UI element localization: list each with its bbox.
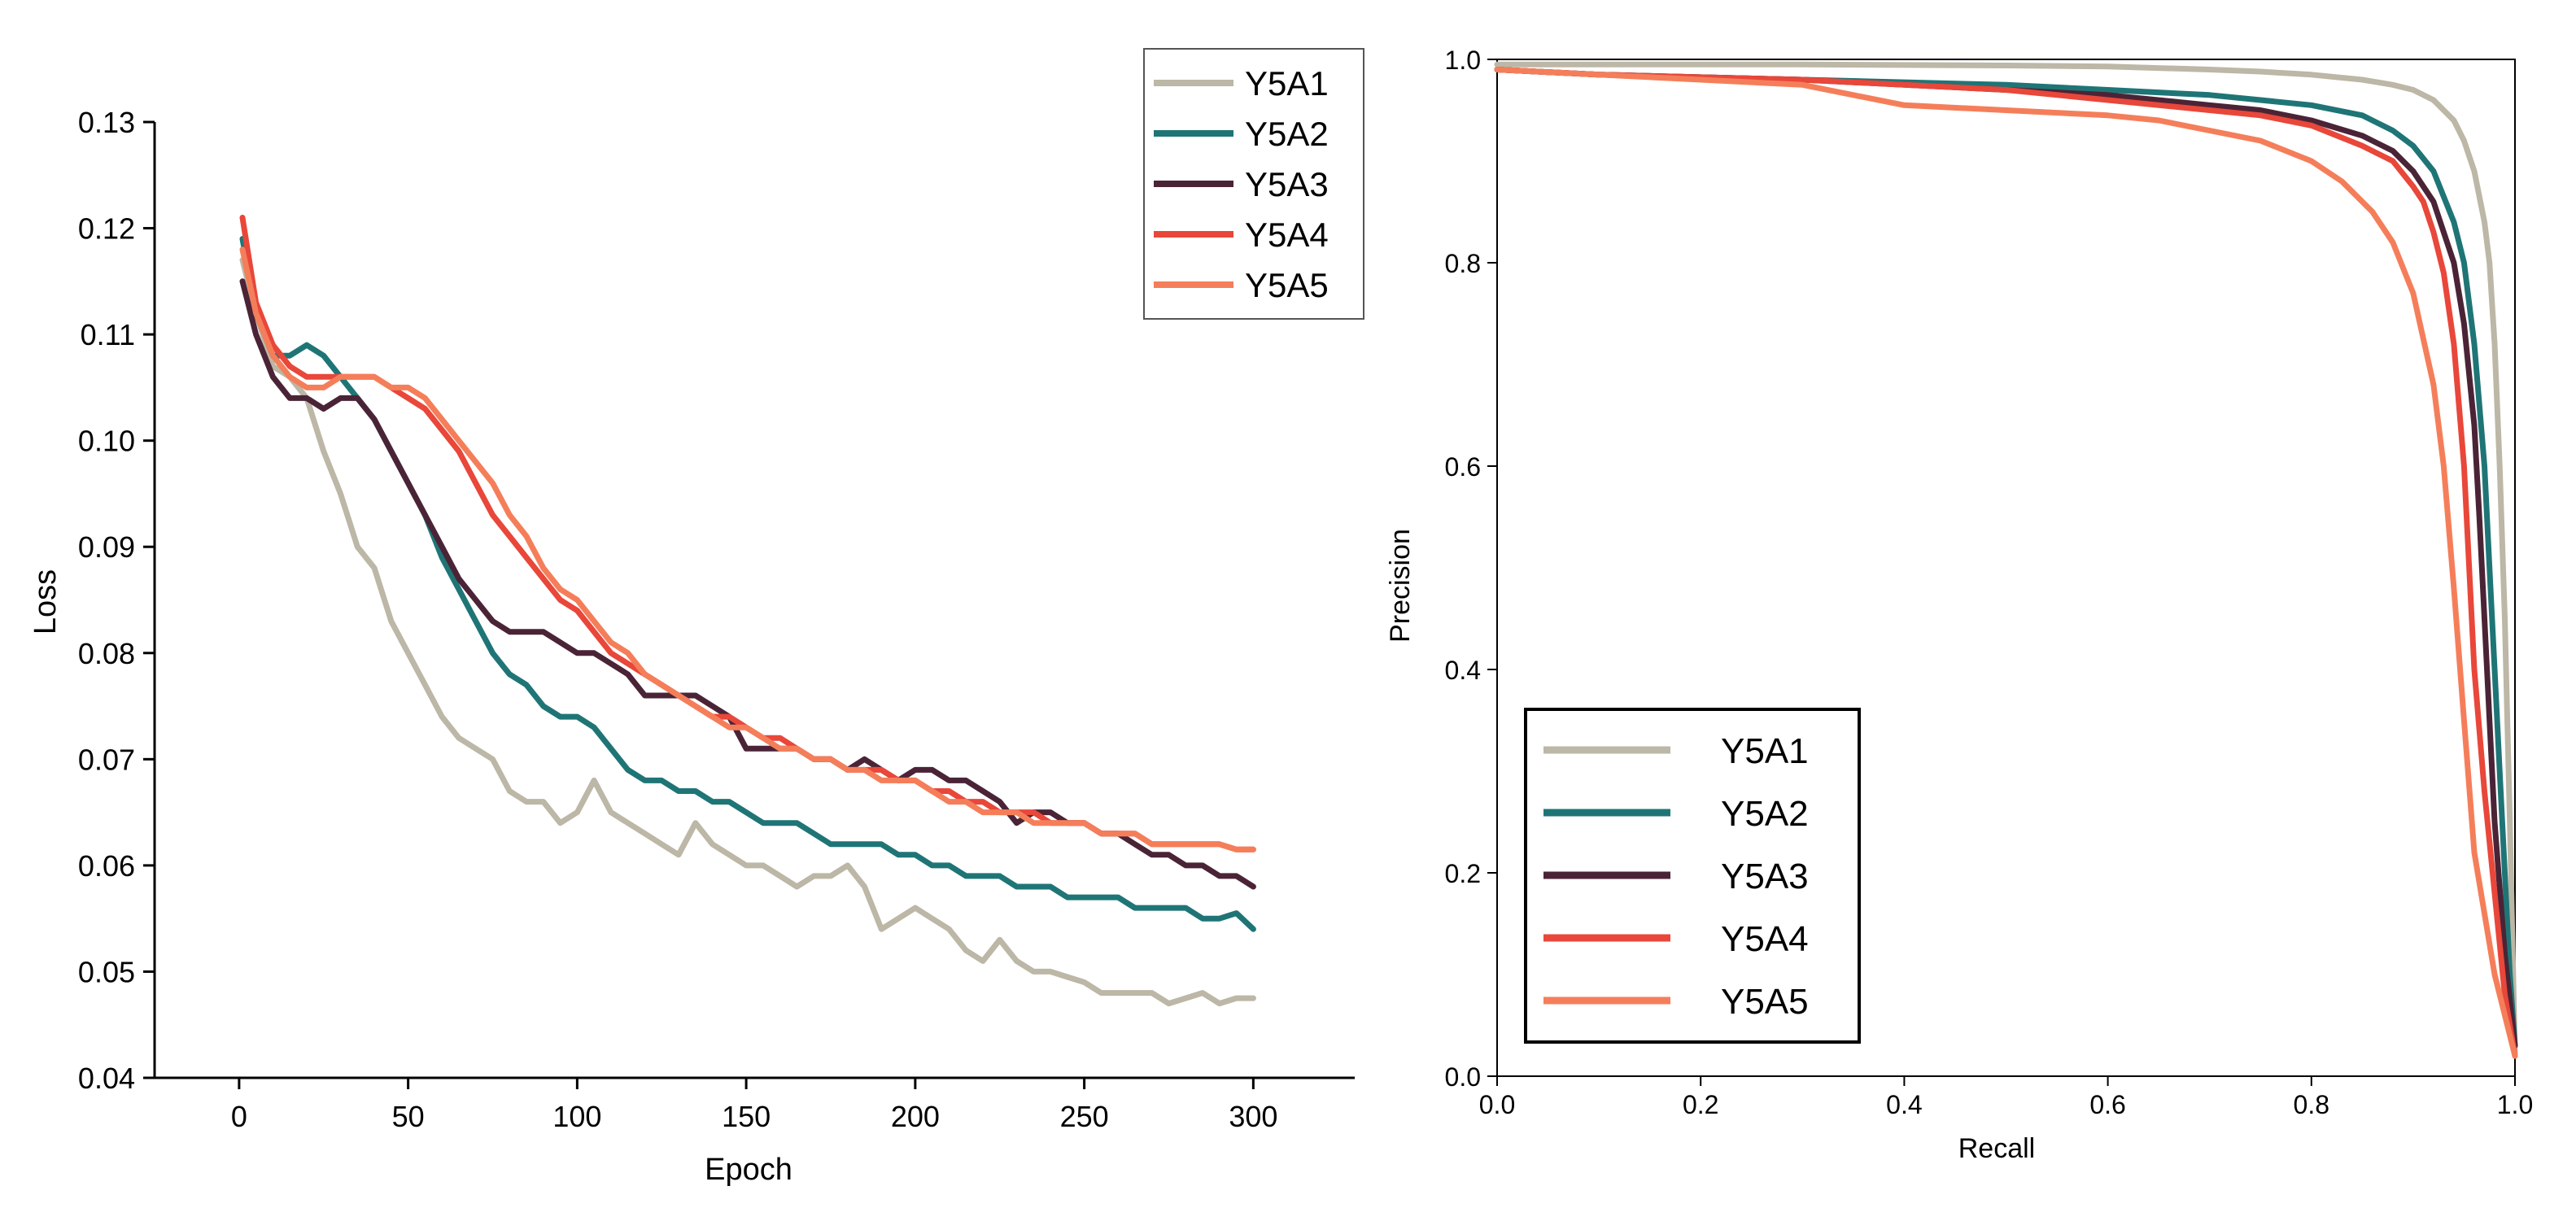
loss-ytick-label: 0.11 (81, 318, 135, 351)
loss-ytick-label: 0.10 (78, 425, 135, 458)
pr-legend-label: Y5A1 (1721, 731, 1809, 771)
loss-ytick-label: 0.08 (78, 637, 135, 670)
pr-ytick-label: 0.8 (1445, 249, 1481, 278)
loss-chart-legend: Y5A1 Y5A2 Y5A3 Y5A4 Y5A5 (1143, 48, 1364, 320)
pr-xtick-label: 0.8 (2294, 1090, 2329, 1119)
loss-ytick-label: 0.06 (78, 849, 135, 883)
loss-series-y5a5 (239, 246, 1256, 853)
pr-xtick-label: 0.0 (1479, 1090, 1515, 1119)
pr-ytick-label: 0.6 (1445, 452, 1481, 482)
loss-xtick-label: 250 (1060, 1100, 1109, 1133)
pr-xtick-label: 1.0 (2497, 1090, 2533, 1119)
pr-chart-ylabel: Precision (1385, 529, 1416, 643)
pr-xtick-label: 0.4 (1886, 1090, 1922, 1119)
loss-legend-label: Y5A1 (1245, 64, 1329, 102)
loss-legend-label: Y5A3 (1245, 165, 1329, 203)
pr-legend-label: Y5A2 (1721, 794, 1809, 834)
loss-xtick-label: 100 (552, 1100, 601, 1133)
pr-plot-frame (1496, 59, 2516, 1077)
pr-series-y5a5 (1494, 67, 2518, 1059)
loss-ytick-label: 0.09 (78, 530, 135, 564)
loss-xtick-label: 300 (1229, 1100, 1277, 1133)
pr-ytick-label: 0.4 (1445, 656, 1481, 685)
pr-legend-label: Y5A4 (1721, 919, 1809, 959)
loss-chart-ylabel: Loss (28, 569, 63, 634)
loss-legend-label: Y5A5 (1245, 266, 1329, 304)
pr-series-y5a1 (1494, 61, 2518, 1059)
pr-legend-label: Y5A3 (1721, 857, 1809, 896)
loss-ytick-label: 0.07 (78, 743, 135, 776)
pr-series-y5a4 (1494, 67, 2518, 1059)
pr-xtick-label: 0.6 (2089, 1090, 2125, 1119)
loss-legend-label: Y5A2 (1245, 115, 1329, 153)
loss-xtick-label: 50 (392, 1100, 425, 1133)
pr-xtick-label: 0.2 (1683, 1090, 1718, 1119)
loss-xtick-label: 0 (231, 1100, 247, 1133)
loss-ytick-label: 0.13 (78, 106, 135, 139)
pr-ytick-label: 1.0 (1445, 46, 1481, 75)
pr-chart-xlabel: Recall (1958, 1133, 2035, 1164)
loss-chart-axes: 0.04 0.05 0.06 0.07 0.08 0.09 0.10 0.11 0.12 0.13… (78, 106, 1355, 1133)
loss-ytick-label: 0.05 (78, 955, 135, 988)
loss-series-y5a1 (239, 257, 1256, 1007)
pr-chart-series (1494, 61, 2518, 1059)
pr-legend-label: Y5A5 (1721, 982, 1809, 1022)
loss-xtick-label: 200 (891, 1100, 940, 1133)
loss-ytick-label: 0.12 (78, 212, 135, 246)
pr-series-y5a2 (1494, 67, 2518, 1049)
loss-xtick-label: 150 (722, 1100, 771, 1133)
pr-ytick-label: 0.0 (1445, 1062, 1481, 1092)
loss-chart-xlabel: Epoch (705, 1153, 792, 1187)
loss-legend-label: Y5A4 (1245, 216, 1329, 254)
loss-chart-series (239, 215, 1256, 1007)
pr-chart-legend: Y5A1 Y5A2 Y5A3 Y5A4 Y5A5 (1524, 708, 1861, 1044)
loss-ytick-label: 0.04 (78, 1062, 135, 1095)
pr-chart-axes: 0.0 0.2 0.4 0.6 0.8 1.0 0.0 0.2 0.4 0.6 0.8 1.0 (1445, 46, 2534, 1119)
pr-ytick-label: 0.2 (1445, 859, 1481, 888)
